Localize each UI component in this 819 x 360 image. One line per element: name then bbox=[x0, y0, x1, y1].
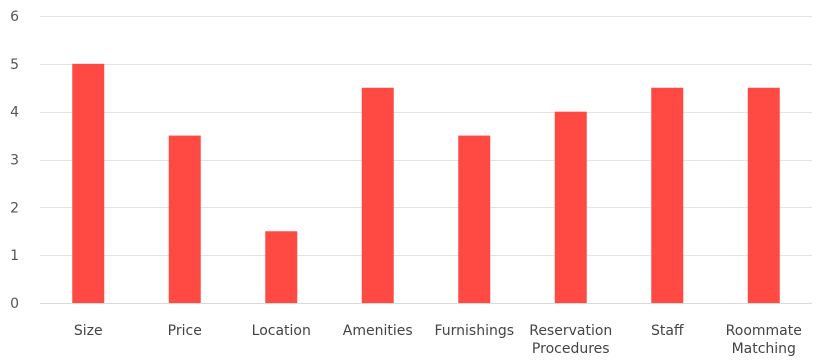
bar bbox=[458, 135, 491, 303]
bar bbox=[651, 87, 684, 303]
bar bbox=[554, 111, 587, 304]
x-tick-label: Roommate Matching bbox=[726, 323, 802, 357]
x-tick-label: Staff bbox=[651, 323, 684, 339]
y-tick-label: 6 bbox=[10, 9, 19, 25]
y-tick-label: 0 bbox=[10, 296, 19, 312]
bars bbox=[72, 63, 780, 304]
x-tick-label: Price bbox=[168, 323, 202, 339]
x-axis: Size Price Location Amenities Furnishings Res… bbox=[74, 323, 802, 357]
x-tick-label: Size bbox=[74, 323, 103, 339]
x-tick-label: Amenities bbox=[343, 323, 413, 339]
bar bbox=[361, 87, 394, 303]
y-tick-label: 2 bbox=[10, 200, 19, 216]
y-tick-label: 3 bbox=[10, 153, 19, 169]
bar bbox=[72, 63, 105, 304]
x-tick-label: Location bbox=[252, 323, 311, 339]
y-tick-label: 1 bbox=[10, 248, 19, 264]
bar bbox=[168, 135, 201, 303]
y-axis: 0 1 2 3 4 5 6 bbox=[10, 9, 19, 312]
y-tick-label: 5 bbox=[10, 57, 19, 73]
grid-layer bbox=[40, 16, 812, 304]
y-tick-label: 4 bbox=[10, 105, 19, 121]
x-tick-label: Furnishings bbox=[434, 323, 514, 339]
x-tick-label: Reservation Procedures bbox=[529, 323, 612, 357]
bar bbox=[747, 87, 780, 303]
bar bbox=[265, 231, 298, 303]
